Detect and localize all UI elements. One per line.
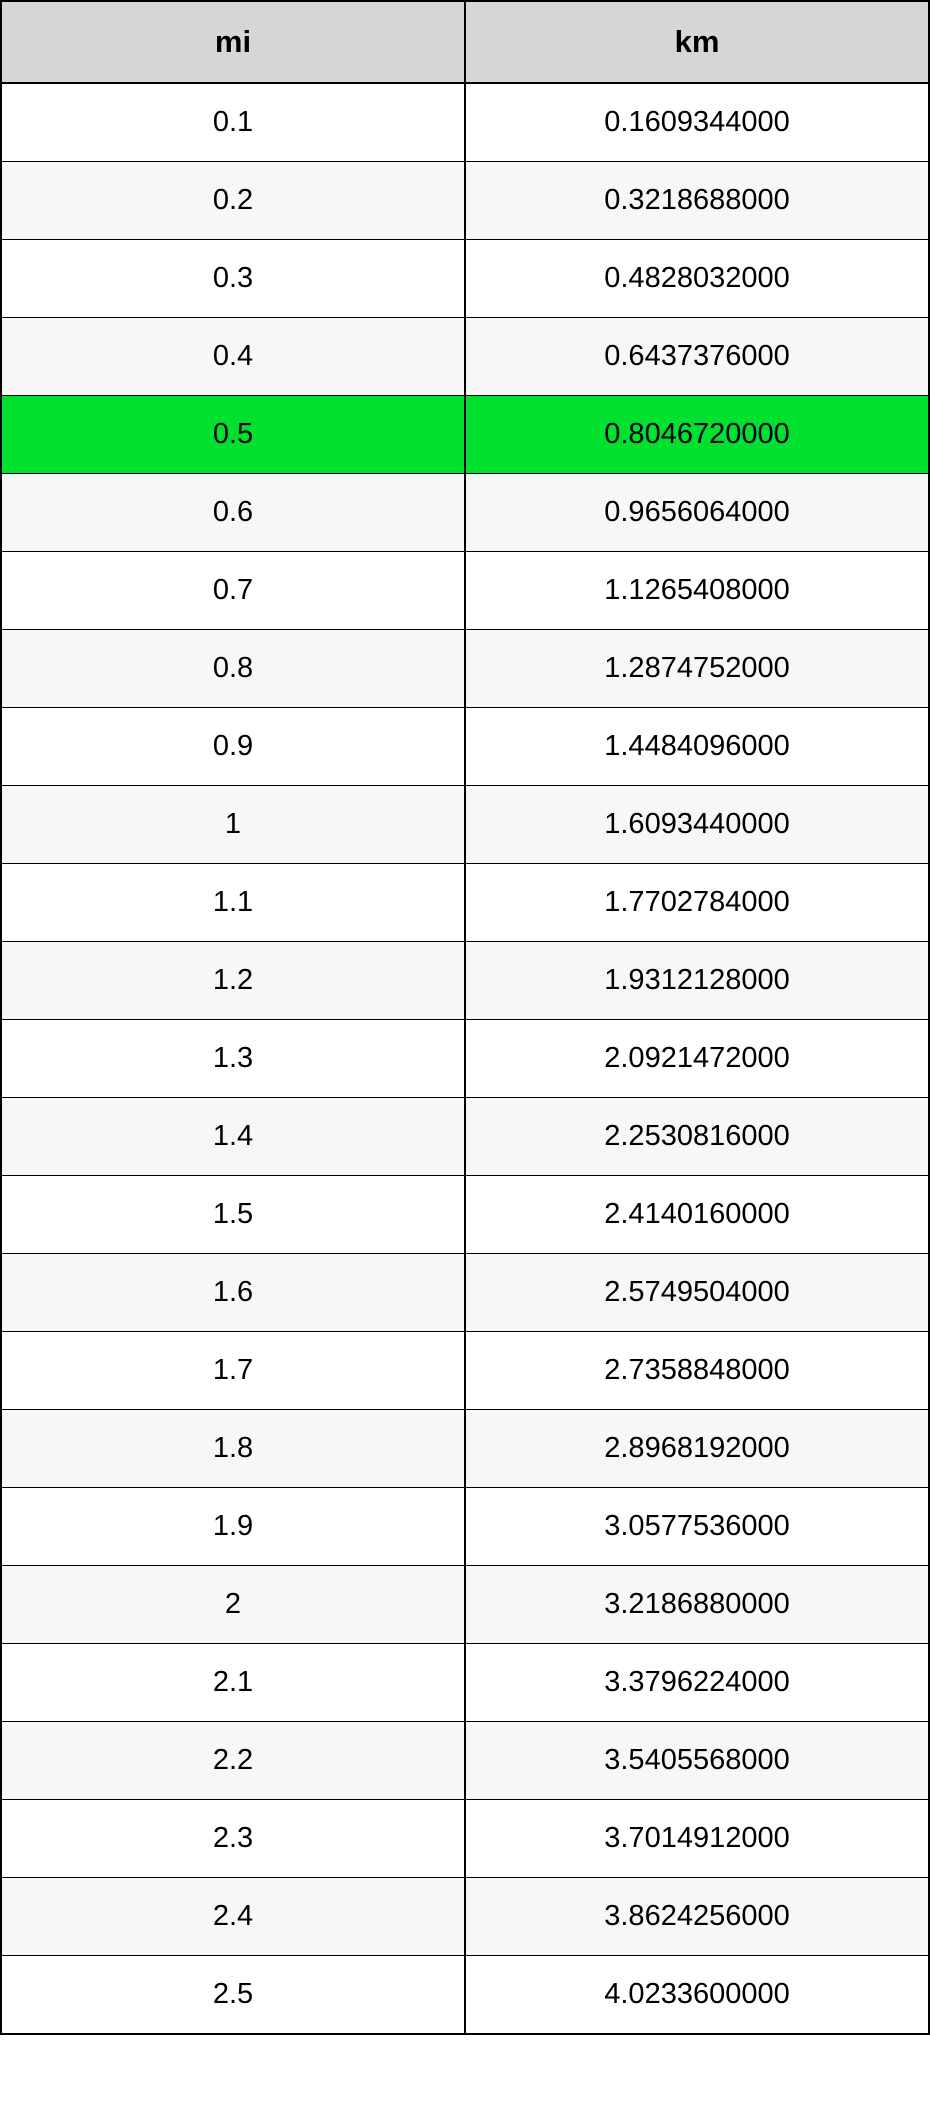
cell-mi: 1.6	[1, 1254, 465, 1332]
cell-km: 3.8624256000	[465, 1878, 929, 1956]
cell-mi: 0.4	[1, 318, 465, 396]
table-row: 1.93.0577536000	[1, 1488, 929, 1566]
cell-km: 3.2186880000	[465, 1566, 929, 1644]
table-row: 0.60.9656064000	[1, 474, 929, 552]
cell-mi: 0.2	[1, 162, 465, 240]
cell-km: 2.5749504000	[465, 1254, 929, 1332]
table-row: 0.81.2874752000	[1, 630, 929, 708]
table-row: 11.6093440000	[1, 786, 929, 864]
cell-km: 1.7702784000	[465, 864, 929, 942]
cell-km: 3.3796224000	[465, 1644, 929, 1722]
cell-km: 2.0921472000	[465, 1020, 929, 1098]
table-row: 0.40.6437376000	[1, 318, 929, 396]
table-row: 2.13.3796224000	[1, 1644, 929, 1722]
column-header-mi: mi	[1, 1, 465, 83]
table-row: 2.54.0233600000	[1, 1956, 929, 2035]
table-body: 0.10.16093440000.20.32186880000.30.48280…	[1, 83, 929, 2034]
cell-mi: 0.7	[1, 552, 465, 630]
table-row: 1.11.7702784000	[1, 864, 929, 942]
table-row: 1.21.9312128000	[1, 942, 929, 1020]
table-row: 0.10.1609344000	[1, 83, 929, 162]
cell-mi: 2.4	[1, 1878, 465, 1956]
column-header-km: km	[465, 1, 929, 83]
table-row: 23.2186880000	[1, 1566, 929, 1644]
table-row: 2.43.8624256000	[1, 1878, 929, 1956]
cell-mi: 0.3	[1, 240, 465, 318]
cell-mi: 1.1	[1, 864, 465, 942]
cell-km: 0.8046720000	[465, 396, 929, 474]
cell-mi: 2.5	[1, 1956, 465, 2035]
table-row: 0.71.1265408000	[1, 552, 929, 630]
cell-mi: 1.5	[1, 1176, 465, 1254]
cell-mi: 1.2	[1, 942, 465, 1020]
cell-km: 3.0577536000	[465, 1488, 929, 1566]
cell-km: 1.1265408000	[465, 552, 929, 630]
cell-km: 0.9656064000	[465, 474, 929, 552]
cell-mi: 2.2	[1, 1722, 465, 1800]
cell-km: 1.4484096000	[465, 708, 929, 786]
cell-mi: 0.5	[1, 396, 465, 474]
cell-mi: 1.7	[1, 1332, 465, 1410]
cell-km: 2.2530816000	[465, 1098, 929, 1176]
table-row: 1.32.0921472000	[1, 1020, 929, 1098]
cell-mi: 1.9	[1, 1488, 465, 1566]
cell-km: 0.1609344000	[465, 83, 929, 162]
table-row: 0.91.4484096000	[1, 708, 929, 786]
cell-mi: 2	[1, 1566, 465, 1644]
cell-mi: 1.4	[1, 1098, 465, 1176]
cell-mi: 0.8	[1, 630, 465, 708]
cell-km: 1.2874752000	[465, 630, 929, 708]
table-row: 0.30.4828032000	[1, 240, 929, 318]
table-row: 2.33.7014912000	[1, 1800, 929, 1878]
cell-km: 0.6437376000	[465, 318, 929, 396]
table-row: 1.72.7358848000	[1, 1332, 929, 1410]
cell-mi: 0.9	[1, 708, 465, 786]
cell-mi: 2.3	[1, 1800, 465, 1878]
table-row: 1.62.5749504000	[1, 1254, 929, 1332]
cell-mi: 0.6	[1, 474, 465, 552]
cell-km: 1.9312128000	[465, 942, 929, 1020]
cell-km: 4.0233600000	[465, 1956, 929, 2035]
conversion-table: mi km 0.10.16093440000.20.32186880000.30…	[0, 0, 930, 2035]
cell-km: 0.4828032000	[465, 240, 929, 318]
table-row: 0.50.8046720000	[1, 396, 929, 474]
cell-km: 1.6093440000	[465, 786, 929, 864]
table-row: 1.42.2530816000	[1, 1098, 929, 1176]
table-row: 2.23.5405568000	[1, 1722, 929, 1800]
table-row: 1.52.4140160000	[1, 1176, 929, 1254]
cell-mi: 2.1	[1, 1644, 465, 1722]
cell-km: 3.5405568000	[465, 1722, 929, 1800]
cell-km: 2.4140160000	[465, 1176, 929, 1254]
cell-km: 3.7014912000	[465, 1800, 929, 1878]
cell-mi: 1.8	[1, 1410, 465, 1488]
cell-km: 2.8968192000	[465, 1410, 929, 1488]
table-header-row: mi km	[1, 1, 929, 83]
cell-km: 2.7358848000	[465, 1332, 929, 1410]
cell-km: 0.3218688000	[465, 162, 929, 240]
cell-mi: 1	[1, 786, 465, 864]
cell-mi: 1.3	[1, 1020, 465, 1098]
cell-mi: 0.1	[1, 83, 465, 162]
table-row: 0.20.3218688000	[1, 162, 929, 240]
table-row: 1.82.8968192000	[1, 1410, 929, 1488]
